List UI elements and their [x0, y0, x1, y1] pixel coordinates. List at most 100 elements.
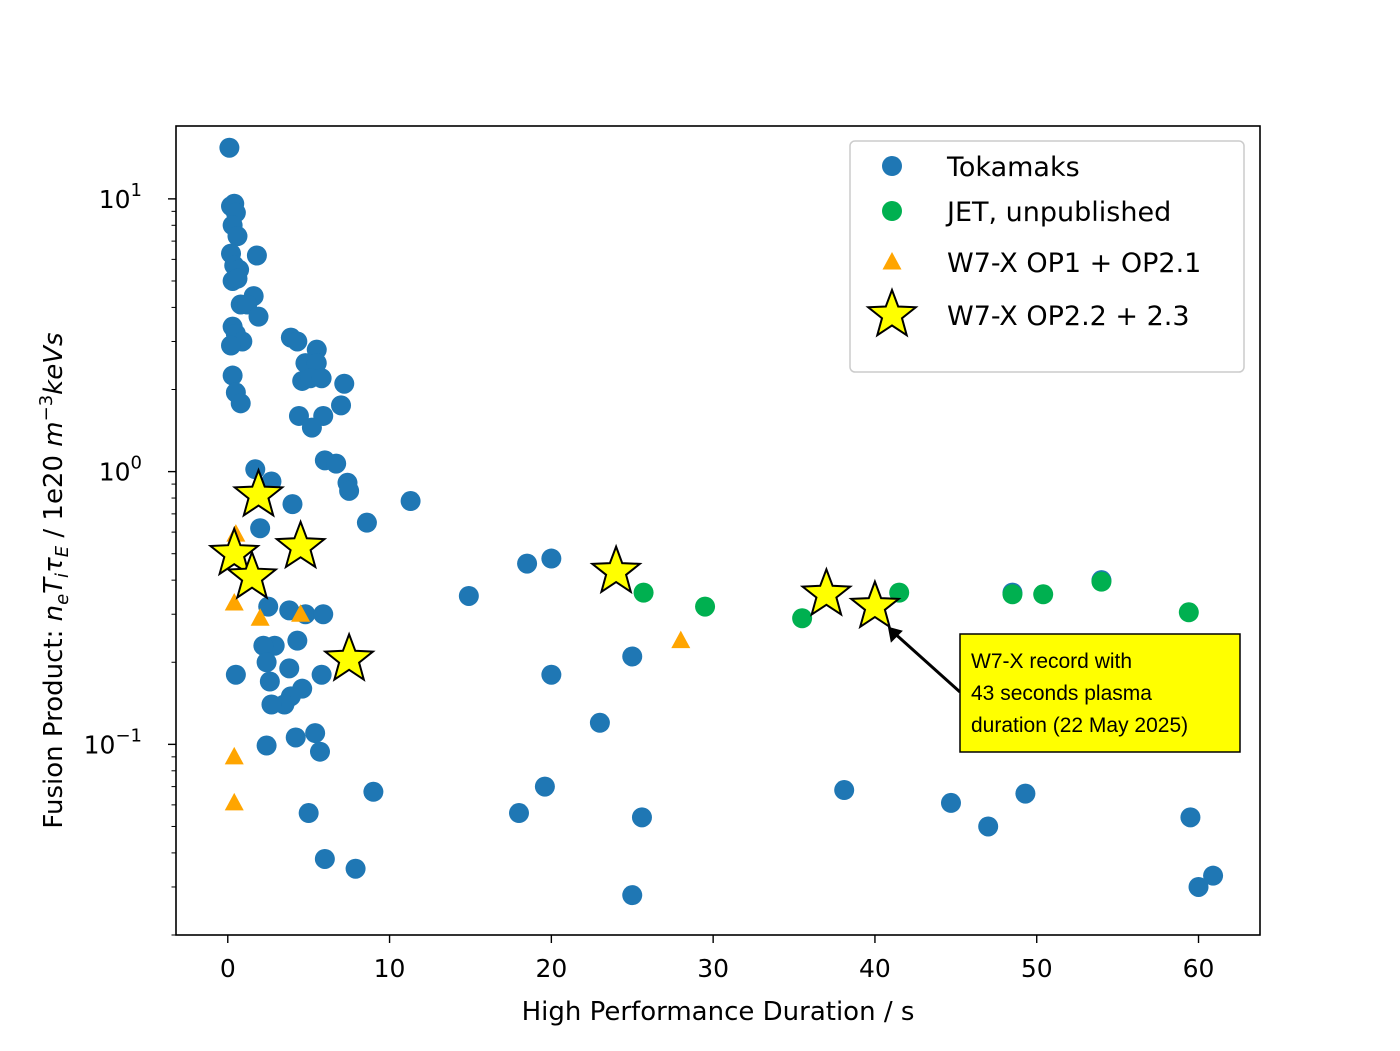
tokamaks-point [834, 780, 855, 801]
y-tick-label: 10−1 [84, 725, 142, 759]
tokamaks-point [227, 226, 248, 247]
series-w7x-op1 [224, 524, 691, 811]
legend-box [849, 140, 1245, 373]
tokamaks-point [541, 664, 562, 685]
tokamaks-point [259, 671, 280, 692]
tokamaks-point [940, 792, 961, 813]
tokamaks-point [508, 803, 529, 824]
legend-entry-w7x-op22: W7-X OP2.2 + 2.3 [865, 287, 1190, 338]
tokamaks-point [622, 885, 643, 906]
tokamaks-point [309, 741, 330, 762]
tokamaks-point [222, 365, 243, 386]
plot-frame [175, 125, 1261, 936]
tokamaks-point [253, 635, 274, 656]
tokamaks-point [246, 245, 267, 266]
tokamaks-point [261, 694, 282, 715]
tokamaks-point [256, 735, 277, 756]
y-axis-label: Fusion Product: neTiτE / 1e20 m−3keVs [36, 332, 73, 828]
legend-marker-star [865, 287, 919, 338]
tokamaks-point [250, 518, 271, 539]
legend-entry-jet: JET, unpublished [882, 197, 1171, 228]
series-layer [207, 137, 1224, 906]
legend-marker-circle [882, 201, 902, 221]
tokamaks-point [458, 585, 479, 606]
series-tokamaks [219, 137, 1224, 906]
x-tick-label: 0 [220, 954, 236, 983]
legend-label: JET, unpublished [945, 197, 1171, 228]
x-tick-label: 60 [1183, 954, 1215, 983]
annotation-layer: W7-X record with 43 seconds plasma duratio… [887, 626, 1241, 753]
w7x-op22-star [589, 543, 643, 595]
tokamaks-point [219, 137, 240, 158]
jet-point [1178, 602, 1199, 623]
annotation-box [959, 633, 1241, 753]
jet-point [1091, 571, 1112, 592]
tokamaks-point [221, 335, 242, 356]
w7x-op1-point [224, 592, 244, 611]
jet-point [695, 596, 716, 617]
tokamaks-point [1203, 865, 1224, 886]
legend-entry-w7x-op1: W7-X OP1 + OP2.1 [882, 248, 1201, 279]
annotation-text-line: 43 seconds plasma [971, 682, 1152, 705]
w7x-op22-star [231, 467, 286, 518]
w7x-op22-star [848, 578, 902, 630]
tokamaks-point [225, 664, 246, 685]
tokamaks-point [287, 630, 308, 651]
w7x-op22-star [799, 566, 853, 617]
tokamaks-point [287, 331, 308, 352]
tokamaks-point [534, 776, 555, 797]
tokamaks-point [314, 848, 335, 869]
tokamaks-point [356, 512, 377, 533]
jet-point [889, 582, 910, 603]
tokamaks-point [279, 658, 300, 679]
tokamaks-point [305, 723, 326, 744]
w7x-op22-star [207, 525, 261, 577]
series-jet [633, 571, 1199, 629]
x-tick-label: 10 [374, 954, 406, 983]
tokamaks-point [311, 664, 332, 685]
legend-marker-triangle [882, 252, 902, 270]
w7x-op1-point [671, 630, 691, 649]
tokamaks-point [541, 548, 562, 569]
tokamaks-point [1188, 876, 1209, 897]
x-tick-label: 40 [859, 954, 891, 983]
tokamaks-point [258, 596, 279, 617]
tokamaks-point [334, 373, 355, 394]
annotation-arrow-line [892, 631, 962, 694]
w7x-op1-point [250, 608, 270, 626]
jet-point [792, 608, 813, 629]
y-tick-label: 101 [99, 180, 142, 214]
w7x-op22-star [225, 549, 279, 600]
tokamaks-point [256, 652, 277, 673]
annotation-text-line: duration (22 May 2025) [971, 714, 1188, 737]
x-tick-label: 50 [1021, 954, 1053, 983]
tokamaks-point [1015, 783, 1036, 804]
x-axis-label: High Performance Duration / s [522, 997, 915, 1027]
tokamaks-point [589, 712, 610, 733]
tokamaks-point [279, 600, 300, 621]
x-tick-label: 20 [535, 954, 567, 983]
tokamaks-point [326, 453, 347, 474]
w7x-op1-point [291, 604, 311, 622]
tokamaks-point [363, 781, 384, 802]
legend: Tokamaks JET, unpublished W7-X OP1 + OP2.1… [849, 140, 1245, 373]
tokamaks-point [248, 306, 269, 327]
w7x-op22-star [322, 631, 376, 682]
tokamaks-point [331, 395, 352, 416]
tokamaks-point [1180, 807, 1201, 828]
tokamaks-point [285, 727, 306, 748]
tokamaks-point [298, 803, 319, 824]
tokamaks-point [631, 807, 652, 828]
tokamaks-point [622, 646, 643, 667]
tokamaks-point [311, 368, 332, 389]
legend-label: W7-X OP1 + OP2.1 [947, 248, 1201, 279]
jet-point [1033, 584, 1054, 605]
tokamaks-point [306, 353, 327, 374]
annotation-text-line: W7-X record with [971, 650, 1132, 673]
x-tick-label: 30 [697, 954, 729, 983]
series-w7x-op22 [207, 467, 902, 682]
tokamaks-point [345, 858, 366, 879]
tokamaks-point [301, 417, 322, 438]
annotation-arrow-head [887, 626, 903, 643]
